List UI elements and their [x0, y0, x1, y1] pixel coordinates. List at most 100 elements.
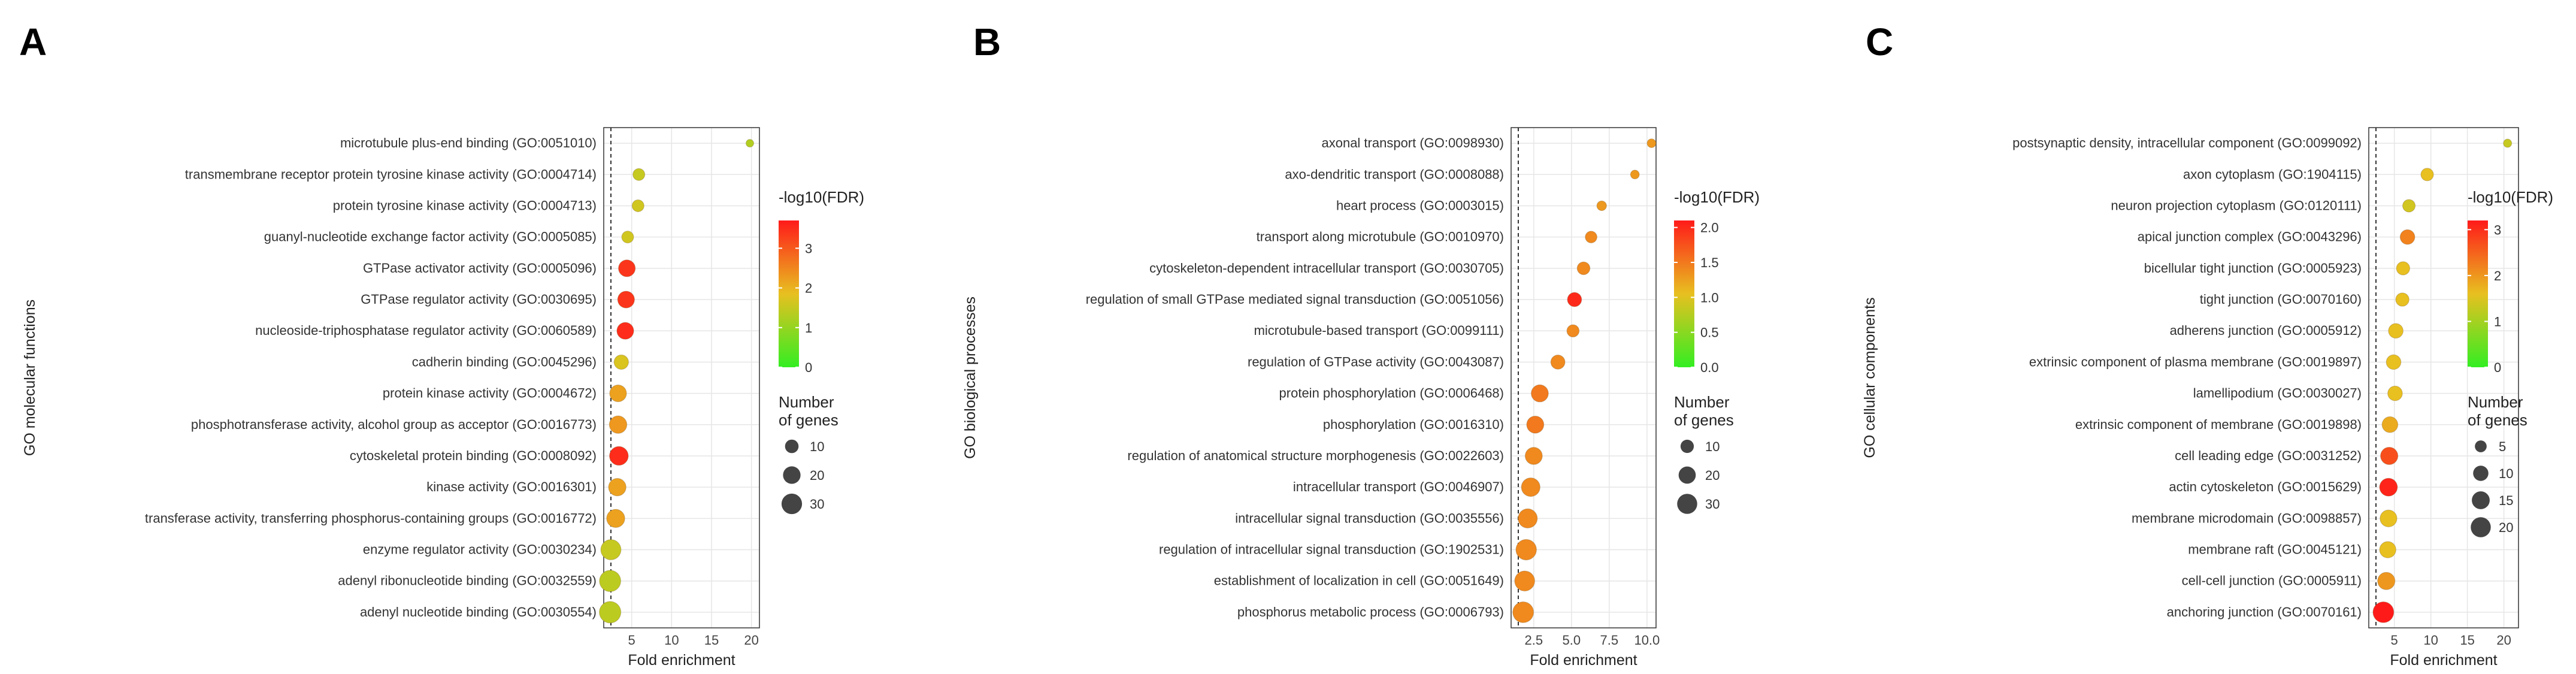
plot-frame: [603, 127, 760, 628]
term-label: intracellular transport (GO:0046907): [1293, 479, 1504, 494]
term-label: cytoskeletal protein binding (GO:0008092…: [350, 448, 597, 463]
plot-frame: [2368, 127, 2519, 628]
term-label: adenyl nucleotide binding (GO:0030554): [360, 605, 597, 619]
x-tick-label: 2.5: [1525, 633, 1543, 648]
term-label: protein kinase activity (GO:0004672): [383, 386, 597, 401]
color-legend-bar: [779, 220, 799, 367]
term-label: membrane raft (GO:0045121): [2188, 542, 2362, 557]
data-point: axonal transport (GO:0098930) — fold enr…: [1646, 138, 1657, 148]
x-tick-label: 20: [744, 633, 758, 648]
size-legend-label: 30: [810, 497, 824, 512]
data-point: cell leading edge (GO:0031252) — fold en…: [2380, 446, 2399, 465]
data-point: protein tyrosine kinase activity (GO:000…: [631, 199, 644, 212]
data-point: axo-dendritic transport (GO:0008088) — f…: [1630, 170, 1640, 180]
term-label: bicellular tight junction (GO:0005923): [2144, 261, 2362, 276]
x-tick-label: 5: [628, 633, 635, 648]
size-legend-title: of genes: [1674, 411, 1734, 429]
term-label: enzyme regulator activity (GO:0030234): [363, 542, 597, 557]
data-point: regulation of anatomical structure morph…: [1524, 447, 1543, 465]
term-label: transport along microtubule (GO:0010970): [1257, 229, 1504, 244]
data-point: protein kinase activity (GO:0004672) — f…: [609, 385, 627, 403]
size-legend-label: 30: [1705, 497, 1720, 512]
term-label: adherens junction (GO:0005912): [2170, 323, 2362, 338]
data-point: bicellular tight junction (GO:0005923) —…: [2396, 261, 2410, 276]
data-point: guanyl-nucleotide exchange factor activi…: [621, 231, 634, 244]
term-label: adenyl ribonucleotide binding (GO:003255…: [338, 573, 597, 588]
data-point: cell-cell junction (GO:0005911) — fold e…: [2377, 572, 2396, 590]
x-tick-label: 20: [2496, 633, 2511, 648]
color-legend-tick-label: 0: [2494, 360, 2501, 375]
term-label: transferase activity, transferring phosp…: [145, 510, 597, 525]
data-point: intracellular signal transduction (GO:00…: [1518, 508, 1538, 528]
data-point: tight junction (GO:0070160) — fold enric…: [2395, 292, 2409, 307]
size-legend-label: 10: [810, 439, 824, 454]
color-legend-tick-label: 1.5: [1700, 255, 1719, 270]
data-point: membrane raft (GO:0045121) — fold enrich…: [2379, 541, 2396, 558]
data-point: neuron projection cytoplasm (GO:0120111)…: [2402, 199, 2416, 213]
y-axis-label: GO biological processes: [962, 297, 979, 459]
size-legend-label: 5: [2499, 439, 2506, 454]
x-tick-label: 5.0: [1563, 633, 1581, 648]
panel-letter-a: A: [19, 20, 47, 64]
data-point: heart process (GO:0003015) — fold enrich…: [1596, 200, 1607, 211]
term-label: regulation of intracellular signal trans…: [1159, 542, 1504, 557]
panel-letter-b: B: [973, 20, 1001, 64]
term-label: establishment of localization in cell (G…: [1214, 573, 1504, 588]
data-point: transport along microtubule (GO:0010970)…: [1585, 231, 1597, 243]
panel-a: A microtubule plus-end binding (GO:00510…: [19, 20, 864, 669]
term-label: regulation of anatomical structure morph…: [1127, 448, 1504, 463]
color-legend-bar: [1674, 220, 1694, 367]
data-point: phosphorus metabolic process (GO:0006793…: [1512, 602, 1534, 623]
panel-letter-c: C: [1866, 20, 1893, 64]
data-point: cadherin binding (GO:0045296) — fold enr…: [613, 354, 629, 370]
size-legend-label: 20: [810, 468, 824, 483]
data-point: intracellular transport (GO:0046907) — f…: [1521, 477, 1540, 497]
term-label: apical junction complex (GO:0043296): [2138, 229, 2362, 244]
size-legend-title: of genes: [779, 411, 839, 429]
term-label: cytoskeleton-dependent intracellular tra…: [1149, 261, 1504, 276]
size-legend-label: 10: [1705, 439, 1720, 454]
term-label: tight junction (GO:0070160): [2200, 292, 2362, 307]
term-label: heart process (GO:0003015): [1336, 198, 1504, 213]
color-legend-tick-label: 0.5: [1700, 325, 1719, 340]
term-label: axon cytoplasm (GO:1904115): [2183, 167, 2362, 182]
term-label: neuron projection cytoplasm (GO:0120111): [2111, 198, 2362, 213]
color-legend-tick-label: 2: [805, 281, 812, 296]
term-label: axo-dendritic transport (GO:0008088): [1285, 167, 1504, 182]
size-legend-dot: [2473, 466, 2489, 481]
x-tick-label: 10.0: [1634, 633, 1660, 648]
term-label: extrinsic component of plasma membrane (…: [2029, 354, 2362, 369]
y-axis-label: GO cellular components: [1861, 297, 1878, 458]
x-tick-label: 10: [2423, 633, 2438, 648]
x-axis-label: Fold enrichment: [628, 652, 735, 669]
color-legend-bar: [2468, 220, 2488, 367]
x-axis-label: Fold enrichment: [1530, 652, 1637, 669]
term-label: regulation of small GTPase mediated sign…: [1086, 292, 1504, 307]
data-point: nucleoside-triphosphatase regulator acti…: [616, 322, 634, 340]
data-point: microtubule plus-end binding (GO:0051010…: [746, 139, 754, 148]
color-legend-tick-label: 1: [805, 321, 812, 336]
size-legend-dot: [2472, 491, 2490, 509]
size-legend-dot: [781, 493, 803, 515]
color-legend-tick-label: 2: [2494, 268, 2501, 283]
panel-b: B axonal transport (GO:0098930) axo-dendr…: [962, 20, 1760, 669]
data-point: membrane microdomain (GO:0098857) — fold…: [2380, 509, 2398, 527]
data-point: cytoskeleton-dependent intracellular tra…: [1576, 261, 1591, 276]
size-legend-dot: [2471, 517, 2491, 537]
data-point: establishment of localization in cell (G…: [1514, 570, 1535, 591]
x-tick-label: 15: [704, 633, 719, 648]
term-label: transmembrane receptor protein tyrosine …: [185, 167, 597, 182]
color-legend-title: -log10(FDR): [2468, 188, 2553, 206]
color-legend-tick-label: 3: [2494, 222, 2501, 237]
data-point: microtubule-based transport (GO:0099111)…: [1566, 324, 1580, 337]
size-legend-dot: [785, 439, 799, 454]
data-point: postsynaptic density, intracellular comp…: [2503, 138, 2513, 148]
term-label: anchoring junction (GO:0070161): [2167, 605, 2362, 619]
term-label: kinase activity (GO:0016301): [426, 479, 597, 494]
x-tick-label: 15: [2460, 633, 2474, 648]
data-point: cytoskeletal protein binding (GO:0008092…: [609, 446, 629, 466]
y-axis-label: GO molecular functions: [22, 300, 38, 456]
size-legend-title: of genes: [2468, 411, 2527, 429]
x-tick-label: 10: [664, 633, 679, 648]
